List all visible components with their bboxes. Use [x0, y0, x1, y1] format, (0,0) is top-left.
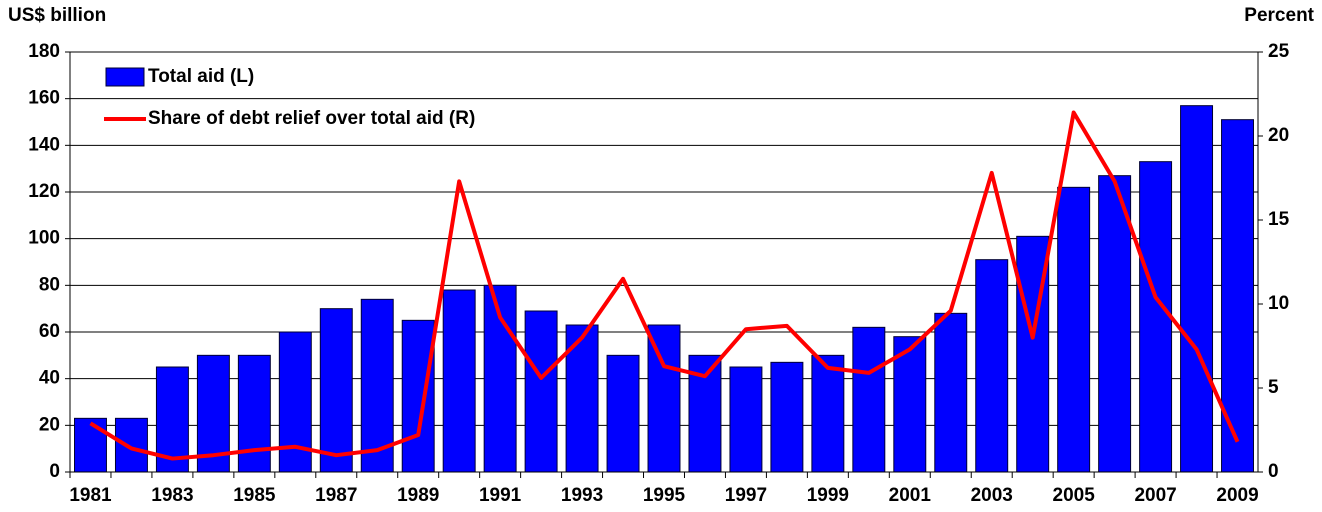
bar	[319, 308, 353, 473]
y-tick-label: 20	[39, 414, 60, 435]
bar	[114, 417, 148, 473]
x-tick-label: 1995	[643, 485, 686, 506]
bar	[401, 319, 435, 473]
y-tick-label: 140	[28, 134, 60, 155]
y2-tick-label: 15	[1268, 209, 1290, 230]
y-tick-label: 120	[28, 181, 60, 202]
x-tick-label: 1981	[69, 485, 112, 506]
bar	[360, 298, 394, 473]
x-tick-label: 1987	[315, 485, 357, 506]
bar	[1057, 186, 1091, 473]
y-tick-label: 180	[28, 41, 60, 62]
x-tick-label: 1989	[397, 485, 439, 506]
x-tick-label: 2009	[1216, 485, 1258, 506]
y-tick-label: 100	[28, 228, 60, 249]
bar	[442, 289, 476, 473]
x-tick-label: 2005	[1053, 485, 1096, 506]
x-tick-label: 2007	[1134, 485, 1176, 506]
bar	[893, 336, 927, 473]
x-tick-label: 1993	[561, 485, 603, 506]
legend-swatch	[105, 67, 145, 87]
x-tick-label: 1997	[725, 485, 767, 506]
x-tick-label: 1999	[807, 485, 849, 506]
legend-label: Total aid (L)	[148, 66, 254, 87]
y-tick-label: 40	[39, 368, 60, 389]
y2-tick-label: 20	[1268, 125, 1289, 146]
y2-tick-label: 5	[1268, 377, 1279, 398]
bar	[647, 324, 681, 473]
y2-axis-label: Percent	[1244, 5, 1314, 26]
bar	[975, 259, 1009, 473]
y-axis-label: US$ billion	[8, 5, 106, 26]
bar	[237, 354, 271, 473]
legend-label: Share of debt relief over total aid (R)	[148, 108, 475, 129]
x-tick-label: 2003	[971, 485, 1013, 506]
bar	[1139, 161, 1173, 473]
bar	[729, 366, 763, 473]
bar	[852, 326, 886, 473]
line	[89, 110, 1240, 461]
bar	[1180, 105, 1214, 473]
bar	[770, 361, 804, 473]
y2-tick-label: 25	[1268, 41, 1290, 62]
bar	[934, 312, 968, 473]
y-tick-label: 60	[39, 321, 60, 342]
bar	[1098, 175, 1132, 473]
x-tick-label: 1991	[479, 485, 522, 506]
x-tick-label: 2001	[889, 485, 932, 506]
plot-frame	[69, 51, 1259, 473]
x-tick-label: 1983	[151, 485, 193, 506]
y-tick-label: 0	[49, 461, 60, 482]
y-tick-label: 80	[39, 274, 60, 295]
bar	[811, 354, 845, 473]
bar	[606, 354, 640, 473]
bar	[524, 310, 558, 473]
x-tick-label: 1985	[233, 485, 276, 506]
y2-tick-label: 0	[1268, 461, 1279, 482]
y2-tick-label: 10	[1268, 293, 1289, 314]
bar	[74, 417, 107, 473]
y-tick-label: 160	[28, 88, 60, 109]
